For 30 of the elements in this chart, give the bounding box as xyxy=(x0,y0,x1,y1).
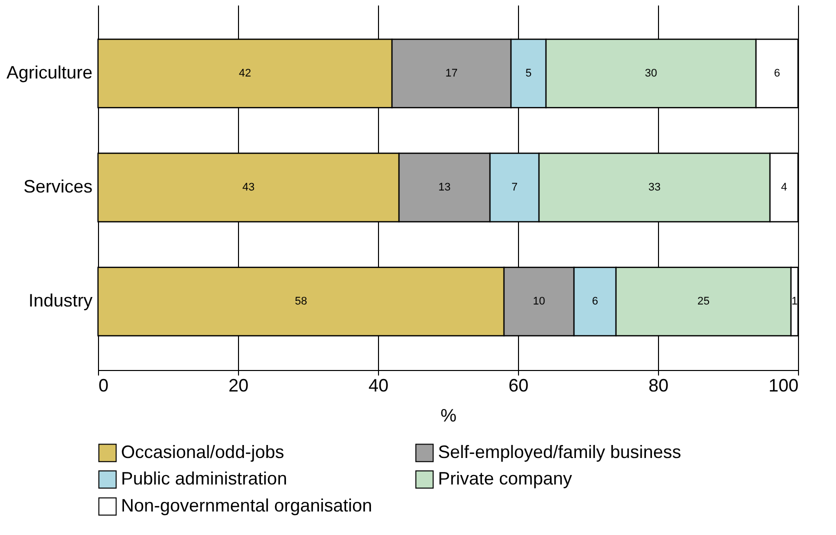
x-tick-label: 40 xyxy=(368,376,389,396)
legend-label: Occasional/odd-jobs xyxy=(121,442,284,462)
y-tick-label: Services xyxy=(23,176,92,196)
data-label: 10 xyxy=(532,296,546,308)
x-tick-label: 0 xyxy=(98,376,109,396)
legend-label: Public administration xyxy=(121,468,288,488)
data-label: 58 xyxy=(294,296,308,308)
y-tick-label: Industry xyxy=(28,290,92,311)
data-label: 7 xyxy=(511,182,518,194)
y-tick-label: Agriculture xyxy=(6,62,92,82)
x-tick-label: 20 xyxy=(228,376,249,396)
x-tick-label: 80 xyxy=(648,376,669,396)
data-label: 30 xyxy=(644,67,658,80)
data-label: 13 xyxy=(438,182,451,194)
data-label: 43 xyxy=(242,182,255,194)
data-label: 33 xyxy=(648,182,661,194)
data-label: 6 xyxy=(592,296,598,308)
data-label: 25 xyxy=(697,296,710,308)
legend-label: Private company xyxy=(438,468,572,488)
data-label: 17 xyxy=(445,67,458,80)
data-label: 4 xyxy=(780,182,788,194)
data-label: 5 xyxy=(525,67,532,80)
legend-label: Non-governmental organisation xyxy=(121,496,372,516)
data-label: 1 xyxy=(791,296,798,308)
x-tick-label: 100 xyxy=(768,376,798,396)
data-label: 42 xyxy=(238,67,252,80)
x-tick-label: 60 xyxy=(508,376,529,396)
x-axis-title: % xyxy=(440,406,457,426)
data-label: 6 xyxy=(774,67,780,80)
legend-label: Self-employed/family business xyxy=(438,442,682,462)
